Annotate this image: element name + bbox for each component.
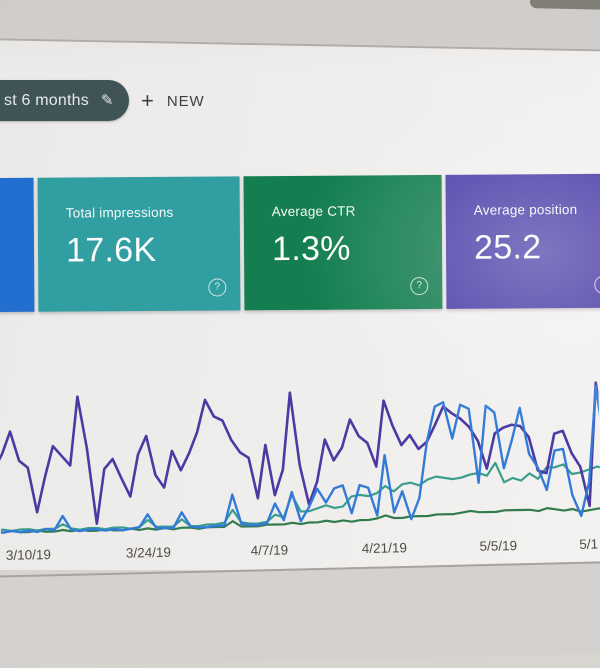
card-value: 17.6K bbox=[65, 230, 157, 270]
card-value: 25.2 bbox=[473, 228, 542, 267]
new-filter-button[interactable]: + NEW bbox=[141, 86, 205, 116]
help-icon[interactable]: ? bbox=[410, 277, 429, 296]
x-axis-tick: 5/5/19 bbox=[479, 538, 518, 554]
x-axis-tick: 4/21/19 bbox=[361, 540, 408, 557]
total-impressions-card[interactable]: Total impressions 17.6K ? bbox=[37, 176, 241, 312]
metric-cards-row: ? Total impressions 17.6K ? Average CTR … bbox=[0, 173, 600, 314]
screen-bottom-bezel-band bbox=[0, 560, 600, 668]
performance-chart-canvas bbox=[0, 381, 600, 534]
x-axis-tick: 3/10/19 bbox=[5, 547, 52, 563]
plus-icon: + bbox=[141, 88, 154, 113]
purple-line bbox=[0, 381, 600, 526]
performance-chart[interactable]: 3/10/19 3/24/19 4/7/19 4/21/19 5/5/19 5/… bbox=[0, 374, 600, 575]
search-console-panel: st 6 months ✎ + NEW ? Total impressions … bbox=[0, 30, 600, 570]
date-range-filter-chip[interactable]: st 6 months ✎ bbox=[0, 80, 130, 121]
card-value: 1.3% bbox=[271, 229, 351, 269]
edit-pencil-icon[interactable]: ✎ bbox=[100, 92, 114, 109]
x-axis-tick: 3/24/19 bbox=[125, 544, 172, 561]
blue-line bbox=[0, 385, 600, 534]
teal-line bbox=[0, 461, 600, 533]
card-title: Average CTR bbox=[271, 203, 356, 220]
average-position-card[interactable]: Average position 25.2 ? bbox=[445, 173, 600, 309]
card-title: Total impressions bbox=[65, 204, 174, 221]
help-icon[interactable]: ? bbox=[208, 278, 227, 297]
x-axis-tick: 4/7/19 bbox=[250, 542, 289, 559]
card-title: Average position bbox=[473, 201, 578, 218]
new-filter-label: NEW bbox=[166, 92, 205, 110]
date-range-label: st 6 months bbox=[4, 91, 89, 109]
x-axis-tick: 5/1 bbox=[579, 536, 599, 552]
total-clicks-card-partial[interactable]: ? bbox=[0, 177, 35, 314]
green-line bbox=[0, 507, 600, 534]
average-ctr-card[interactable]: Average CTR 1.3% ? bbox=[243, 174, 443, 311]
help-icon[interactable]: ? bbox=[594, 275, 600, 294]
